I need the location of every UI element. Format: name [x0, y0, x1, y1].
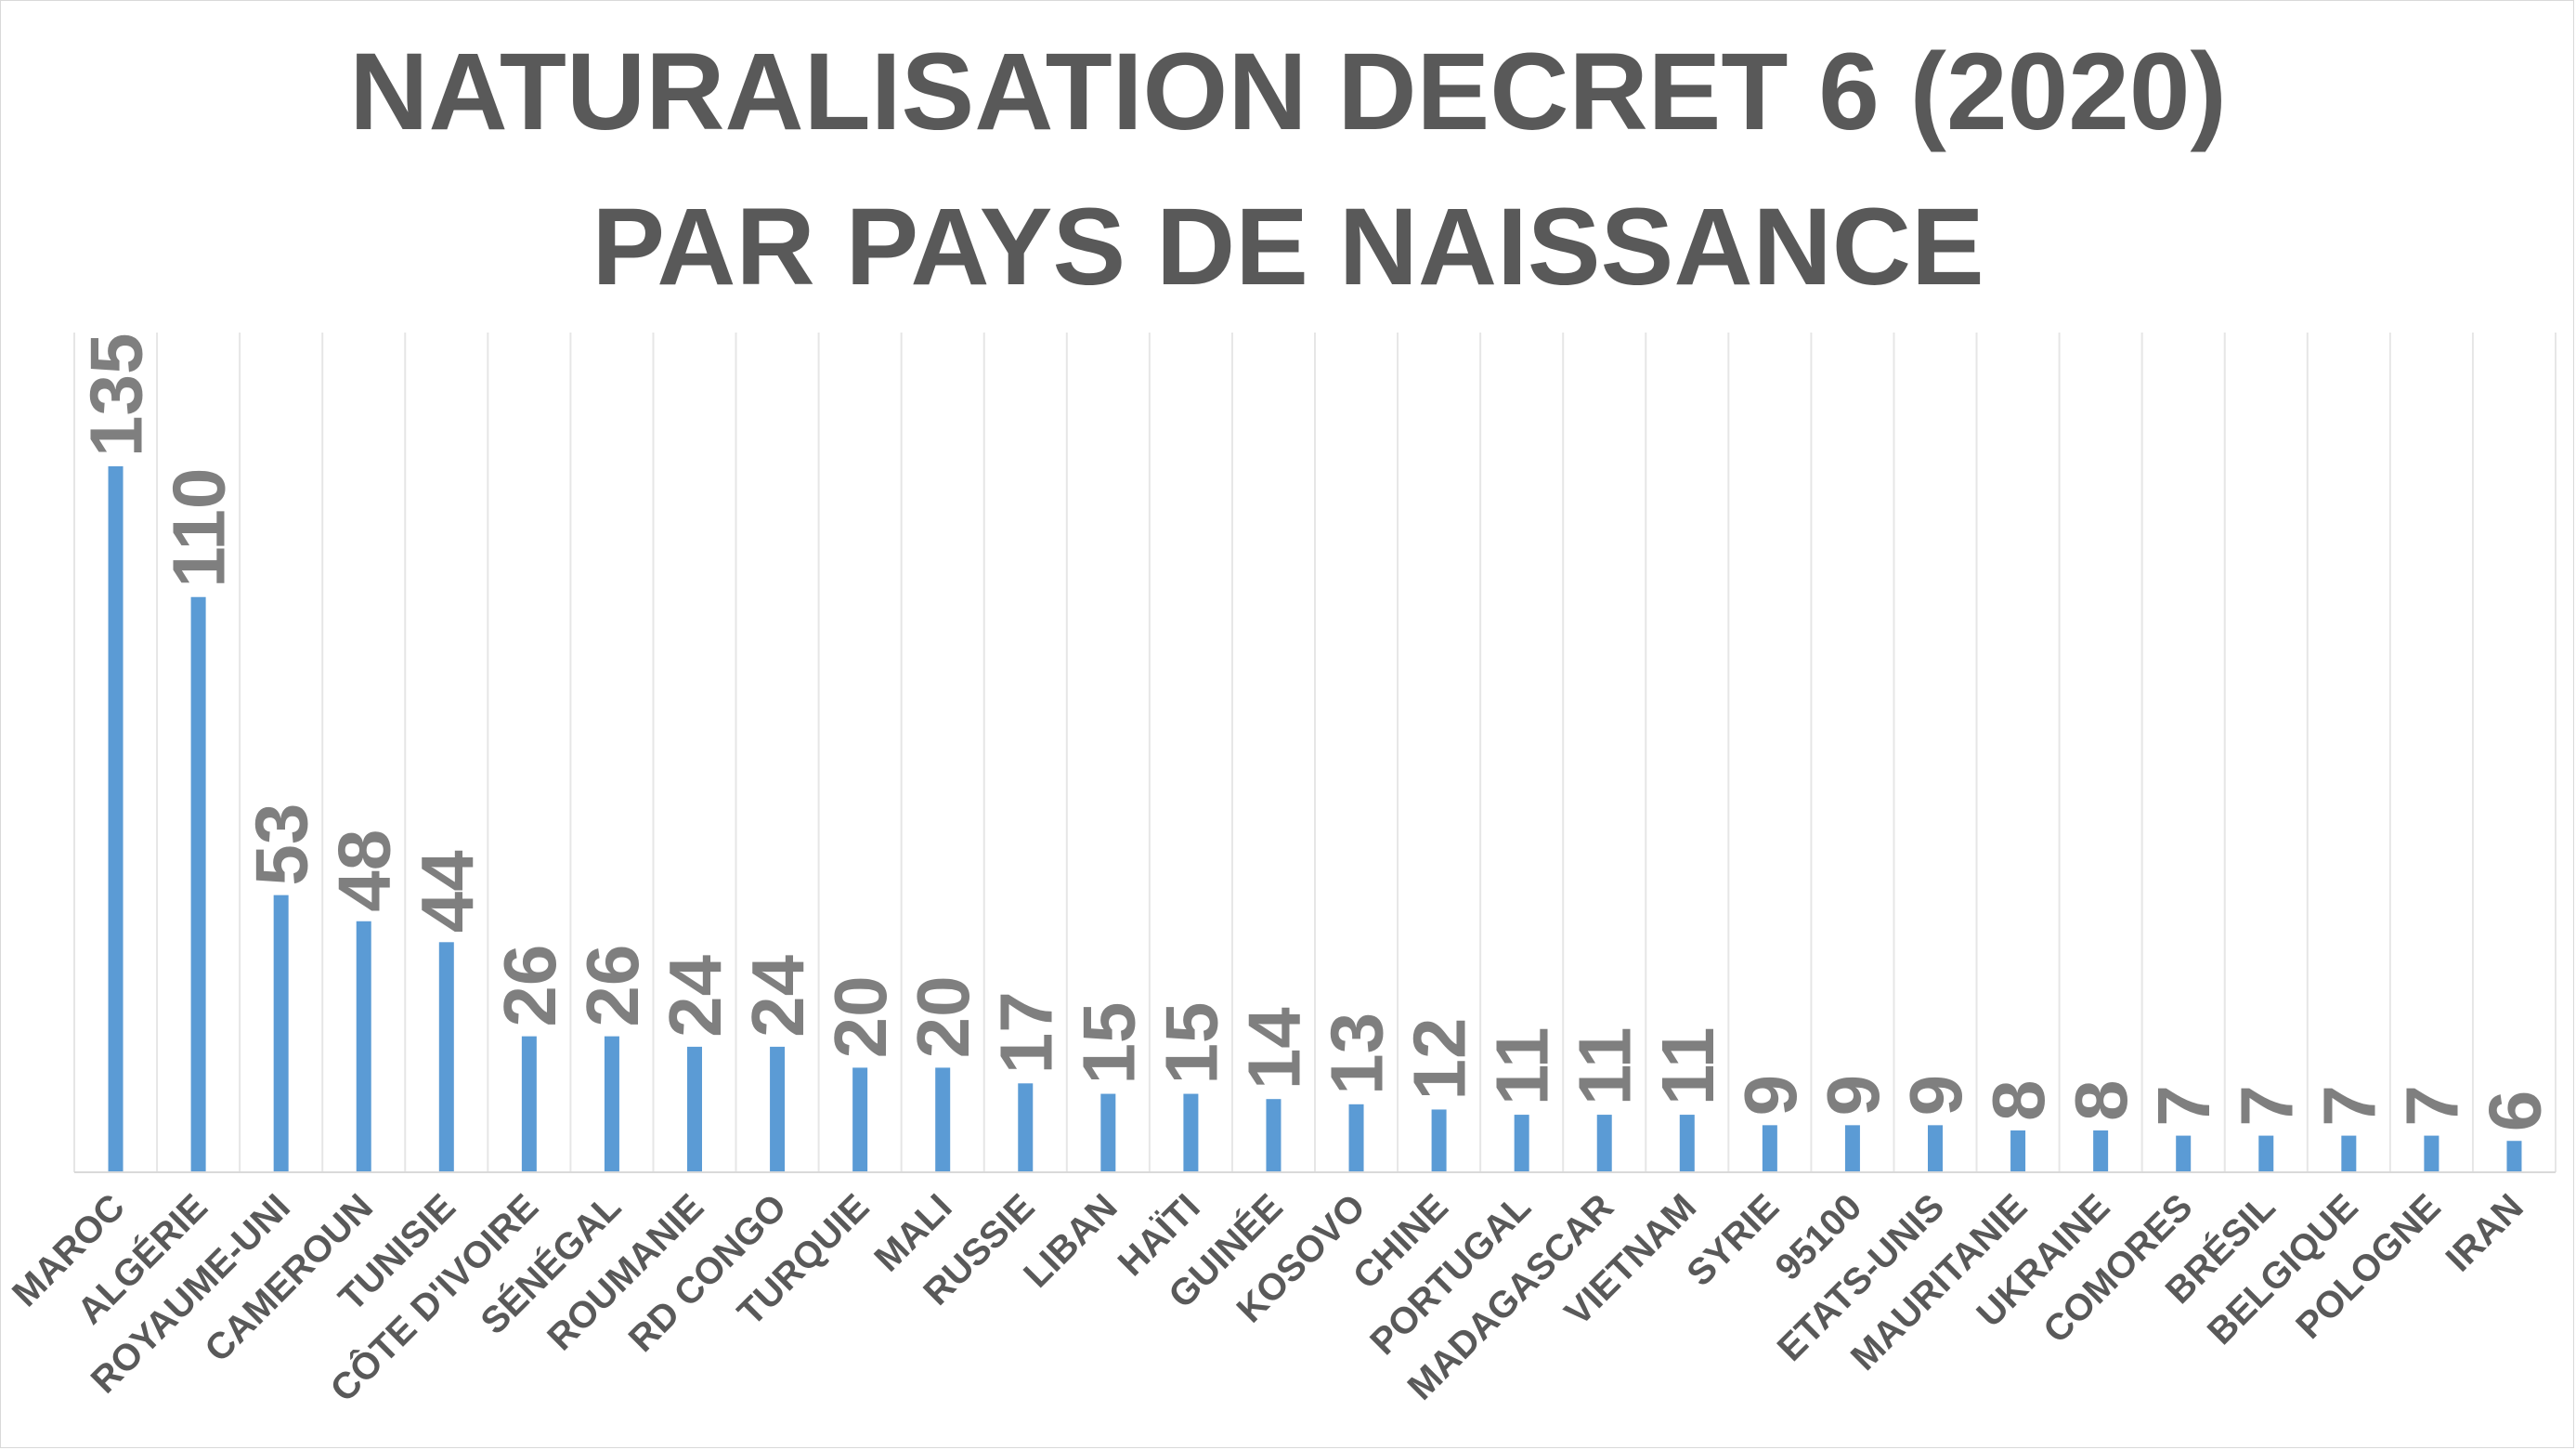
- data-label-19: 11: [1646, 1026, 1729, 1105]
- bar-13: [1183, 1093, 1199, 1172]
- bar-2: [273, 895, 289, 1172]
- data-label-29: 6: [2473, 1091, 2556, 1132]
- bar-8: [770, 1046, 786, 1172]
- bar-3: [356, 921, 371, 1172]
- bar-19: [1679, 1115, 1695, 1172]
- data-label-1: 110: [158, 468, 241, 588]
- chart-title-line-2: PAR PAYS DE NAISSANCE: [592, 186, 1984, 308]
- chart-title-line-1: NATURALISATION DECRET 6 (2020): [349, 31, 2227, 153]
- data-label-15: 13: [1316, 1012, 1399, 1095]
- bar-9: [852, 1067, 868, 1172]
- bar-10: [935, 1067, 951, 1172]
- data-label-16: 12: [1399, 1017, 1481, 1100]
- data-label-8: 24: [736, 954, 819, 1037]
- data-label-9: 20: [819, 975, 902, 1058]
- bar-17: [1514, 1115, 1529, 1172]
- bar-25: [2176, 1135, 2192, 1172]
- category-label-12: LIBAN: [1016, 1186, 1125, 1296]
- bars: [108, 466, 2522, 1172]
- data-label-22: 9: [1894, 1075, 1977, 1117]
- data-label-3: 48: [323, 830, 406, 912]
- data-label-11: 17: [984, 991, 1067, 1074]
- bar-4: [438, 942, 454, 1172]
- bar-18: [1596, 1115, 1612, 1172]
- data-label-18: 11: [1564, 1026, 1646, 1105]
- bar-12: [1100, 1093, 1116, 1172]
- bar-20: [1762, 1125, 1777, 1172]
- bar-21: [1844, 1125, 1860, 1172]
- bar-29: [2506, 1141, 2522, 1172]
- bar-6: [604, 1036, 619, 1172]
- data-label-17: 11: [1481, 1026, 1564, 1105]
- bar-26: [2258, 1135, 2274, 1172]
- category-label-29: IRAN: [2439, 1186, 2531, 1279]
- bar-7: [687, 1046, 702, 1172]
- data-label-7: 24: [654, 954, 736, 1037]
- data-label-23: 8: [1977, 1079, 2060, 1121]
- bar-5: [521, 1036, 537, 1172]
- data-label-10: 20: [902, 975, 984, 1058]
- data-label-6: 26: [571, 945, 654, 1027]
- bar-1: [190, 596, 206, 1172]
- bar-16: [1431, 1109, 1447, 1172]
- bar-11: [1018, 1083, 1034, 1172]
- bar-24: [2093, 1130, 2109, 1172]
- category-label-20: SYRIE: [1679, 1186, 1787, 1294]
- data-label-24: 8: [2060, 1079, 2142, 1121]
- data-label-12: 15: [1067, 1002, 1150, 1085]
- bar-14: [1266, 1099, 1281, 1172]
- data-label-25: 7: [2142, 1085, 2225, 1127]
- data-label-0: 135: [75, 333, 158, 457]
- gridlines: [73, 333, 2556, 1172]
- data-label-26: 7: [2225, 1085, 2308, 1127]
- data-label-28: 7: [2390, 1085, 2473, 1127]
- data-label-27: 7: [2308, 1085, 2390, 1127]
- data-label-21: 9: [1812, 1075, 1894, 1117]
- data-label-14: 14: [1232, 1007, 1315, 1090]
- data-label-4: 44: [406, 850, 488, 933]
- data-label-5: 26: [488, 945, 571, 1027]
- bar-0: [108, 466, 124, 1172]
- bar-15: [1348, 1104, 1364, 1172]
- data-label-13: 15: [1150, 1002, 1232, 1085]
- bar-22: [1928, 1125, 1943, 1172]
- category-labels: MAROCALGÉRIEROYAUME-UNICAMEROUNTUNISIECÔ…: [5, 1185, 2531, 1410]
- data-label-20: 9: [1729, 1075, 1812, 1117]
- data-label-2: 53: [241, 803, 323, 886]
- bar-23: [2010, 1130, 2026, 1172]
- bar-27: [2341, 1135, 2357, 1172]
- bar-28: [2424, 1135, 2439, 1172]
